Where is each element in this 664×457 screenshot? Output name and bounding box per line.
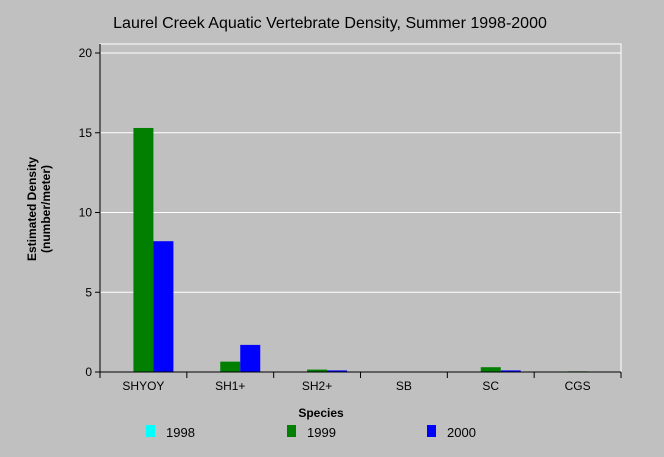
bar-1999-SC [480, 367, 501, 372]
y-axis-label-line1: Estimated Density [25, 157, 39, 261]
bar-2000-SH1+ [240, 344, 261, 372]
x-ticks: SHYOY SH1+ SH2+ SB SC CGS [99, 372, 622, 393]
legend-label-1999: 1999 [307, 425, 336, 440]
x-axis-label: Species [298, 406, 344, 420]
bars [133, 127, 588, 372]
x-tick-label: CGS [565, 379, 591, 393]
chart-title: Laurel Creek Aquatic Vertebrate Density,… [113, 15, 547, 32]
x-tick-label: SC [482, 379, 499, 393]
y-tick-label: 0 [85, 365, 92, 379]
y-ticks: 0 5 10 15 20 [79, 46, 100, 379]
gridlines [100, 52, 621, 293]
x-tick-label: SH1+ [215, 379, 245, 393]
bar-1999-SHYOY [133, 127, 154, 372]
legend-label-2000: 2000 [447, 425, 476, 440]
y-tick-label: 10 [79, 206, 93, 220]
y-tick-label: 15 [79, 126, 93, 140]
bar-2000-SC [500, 370, 521, 372]
x-tick-label: SHYOY [122, 379, 164, 393]
bar-1999-SH1+ [220, 361, 241, 372]
legend-label-1998: 1998 [166, 425, 195, 440]
legend: 1998 1999 2000 [146, 425, 476, 440]
bar-2000-SHYOY [153, 241, 174, 372]
y-tick-label: 20 [79, 46, 93, 60]
y-tick-label: 5 [85, 285, 92, 299]
plot-area [99, 43, 622, 373]
y-axis-label-line2: (number/meter) [39, 165, 53, 253]
x-tick-label: SH2+ [302, 379, 332, 393]
legend-swatch-1999 [287, 425, 296, 437]
y-axis-label: Estimated Density (number/meter) [25, 157, 53, 261]
x-tick-label: SB [396, 379, 412, 393]
bar-1999-SH2+ [307, 369, 328, 372]
bar-2000-SH2+ [327, 370, 348, 372]
legend-swatch-2000 [427, 425, 436, 437]
legend-swatch-1998 [146, 425, 155, 437]
